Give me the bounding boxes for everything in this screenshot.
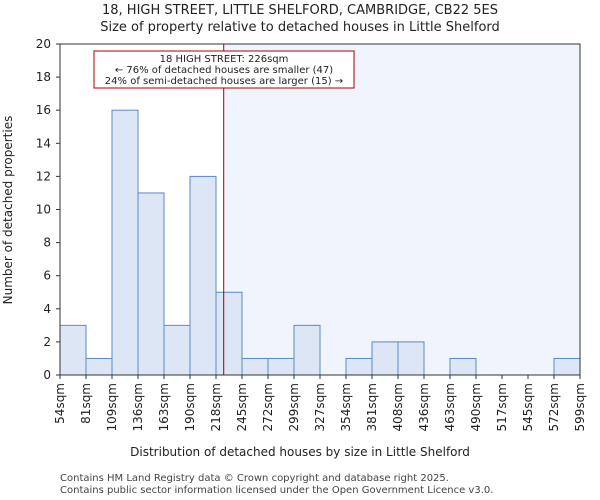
bar: [293, 324, 321, 376]
x-axis-label: Distribution of detached houses by size …: [130, 445, 470, 459]
x-tick-label: 408sqm: [391, 383, 405, 431]
annotation-line-3: 24% of semi-detached houses are larger (…: [105, 76, 343, 87]
chart-title: 18, HIGH STREET, LITTLE SHELFORD, CAMBRI…: [102, 3, 498, 18]
bar: [137, 192, 165, 376]
y-tick-label: 14: [36, 136, 51, 150]
x-tick-label: 54sqm: [53, 383, 67, 424]
x-tick-label: 218sqm: [209, 383, 223, 431]
y-tick-label: 0: [43, 368, 51, 382]
x-tick-label: 463sqm: [443, 383, 457, 431]
x-tick-label: 299sqm: [287, 383, 301, 431]
bar: [371, 341, 399, 376]
x-tick-label: 354sqm: [339, 383, 353, 431]
annotation-line-1: 18 HIGH STREET: 226sqm: [160, 54, 289, 65]
x-tick-label: 109sqm: [105, 383, 119, 431]
bar: [345, 357, 373, 376]
footer-line-2: Contains public sector information licen…: [60, 485, 493, 496]
bar: [267, 357, 295, 376]
x-tick-label: 272sqm: [261, 383, 275, 431]
y-tick-label: 4: [43, 302, 51, 316]
x-tick-label: 136sqm: [131, 383, 145, 431]
y-tick-label: 6: [43, 269, 51, 283]
chart-subtitle: Size of property relative to detached ho…: [100, 20, 500, 35]
x-ticks: 54sqm 81sqm 109sqm 136sqm 163sqm 190sqm 218sqm…: [53, 375, 587, 431]
highlight-region: [223, 44, 580, 375]
bar: [397, 341, 425, 376]
bar: [163, 324, 191, 376]
x-tick-label: 327sqm: [313, 383, 327, 431]
bar: [59, 324, 87, 376]
x-tick-label: 436sqm: [417, 383, 431, 431]
y-tick-label: 12: [36, 169, 51, 183]
x-tick-label: 517sqm: [495, 383, 509, 431]
y-tick-label: 18: [36, 70, 51, 84]
bar: [553, 357, 581, 376]
x-tick-label: 490sqm: [469, 383, 483, 431]
x-tick-label: 381sqm: [365, 383, 379, 431]
bar: [189, 175, 217, 376]
y-tick-label: 8: [43, 236, 51, 250]
bars-group: [59, 109, 581, 376]
bar: [215, 291, 243, 376]
y-tick-label: 2: [43, 335, 51, 349]
x-tick-label: 599sqm: [573, 383, 587, 431]
bar: [241, 357, 269, 376]
y-ticks: 0 2 4 6 8 10 12 14 16 18 20: [36, 37, 60, 382]
x-tick-label: 81sqm: [79, 383, 93, 424]
bar: [85, 357, 113, 376]
bar: [449, 357, 477, 376]
y-tick-label: 10: [36, 203, 51, 217]
annotation-line-2: ← 76% of detached houses are smaller (47…: [115, 65, 333, 76]
annotation-box: [93, 50, 355, 89]
x-tick-label: 572sqm: [547, 383, 561, 431]
footer-line-1: Contains HM Land Registry data © Crown c…: [60, 473, 449, 484]
x-tick-label: 163sqm: [157, 383, 171, 431]
plot-frame: [59, 43, 581, 376]
x-tick-label: 545sqm: [521, 383, 535, 431]
x-tick-label: 190sqm: [183, 383, 197, 431]
bar: [111, 109, 139, 376]
y-tick-label: 20: [36, 37, 51, 51]
y-axis-label: Number of detached properties: [1, 116, 15, 305]
x-tick-label: 245sqm: [235, 383, 249, 431]
y-tick-label: 16: [36, 103, 51, 117]
